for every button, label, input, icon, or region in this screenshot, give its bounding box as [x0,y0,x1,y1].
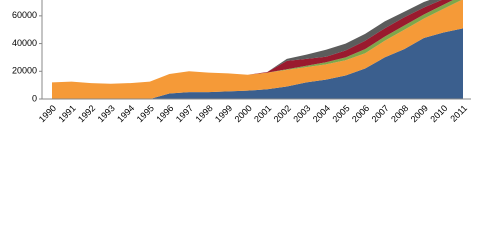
x-tick-label: 2008 [389,103,410,124]
x-tick-label: 2009 [409,103,430,124]
x-tick-label: 1999 [213,103,234,124]
x-tick-label: 1998 [193,103,214,124]
x-tick-label: 1990 [37,103,58,124]
x-tick-label: 1996 [154,103,175,124]
x-tick-label: 2002 [272,103,293,124]
x-tick-label: 2004 [311,103,332,124]
x-tick-label: 1993 [96,103,117,124]
area [52,28,463,100]
x-tick-label: 1997 [174,103,195,124]
x-tick-label: 2005 [330,103,351,124]
x-tick-label: 2001 [252,103,273,124]
x-tick-label: 1994 [115,103,136,124]
x-tick-label: 2003 [291,103,312,124]
chart: 0 20000 40000 60000 199019911992199319941995… [12,0,471,124]
x-tick-label: 2006 [350,103,371,124]
x-tick-label: 2007 [370,103,391,124]
x-tick-label: 1992 [76,103,97,124]
x-tick-label: 2010 [428,103,449,124]
x-tick-label: 2011 [448,103,469,124]
x-tick-label: 1991 [56,103,77,124]
y-tick-label: 60000 [12,10,37,20]
area [52,0,462,84]
y-tick-label: 20000 [12,66,37,76]
area [52,0,463,99]
x-tick-label: 1995 [135,103,156,124]
area [52,0,454,84]
y-tick-label: 0 [32,93,37,103]
x-tick-label: 2000 [233,103,254,124]
y-tick-label: 40000 [12,38,37,48]
